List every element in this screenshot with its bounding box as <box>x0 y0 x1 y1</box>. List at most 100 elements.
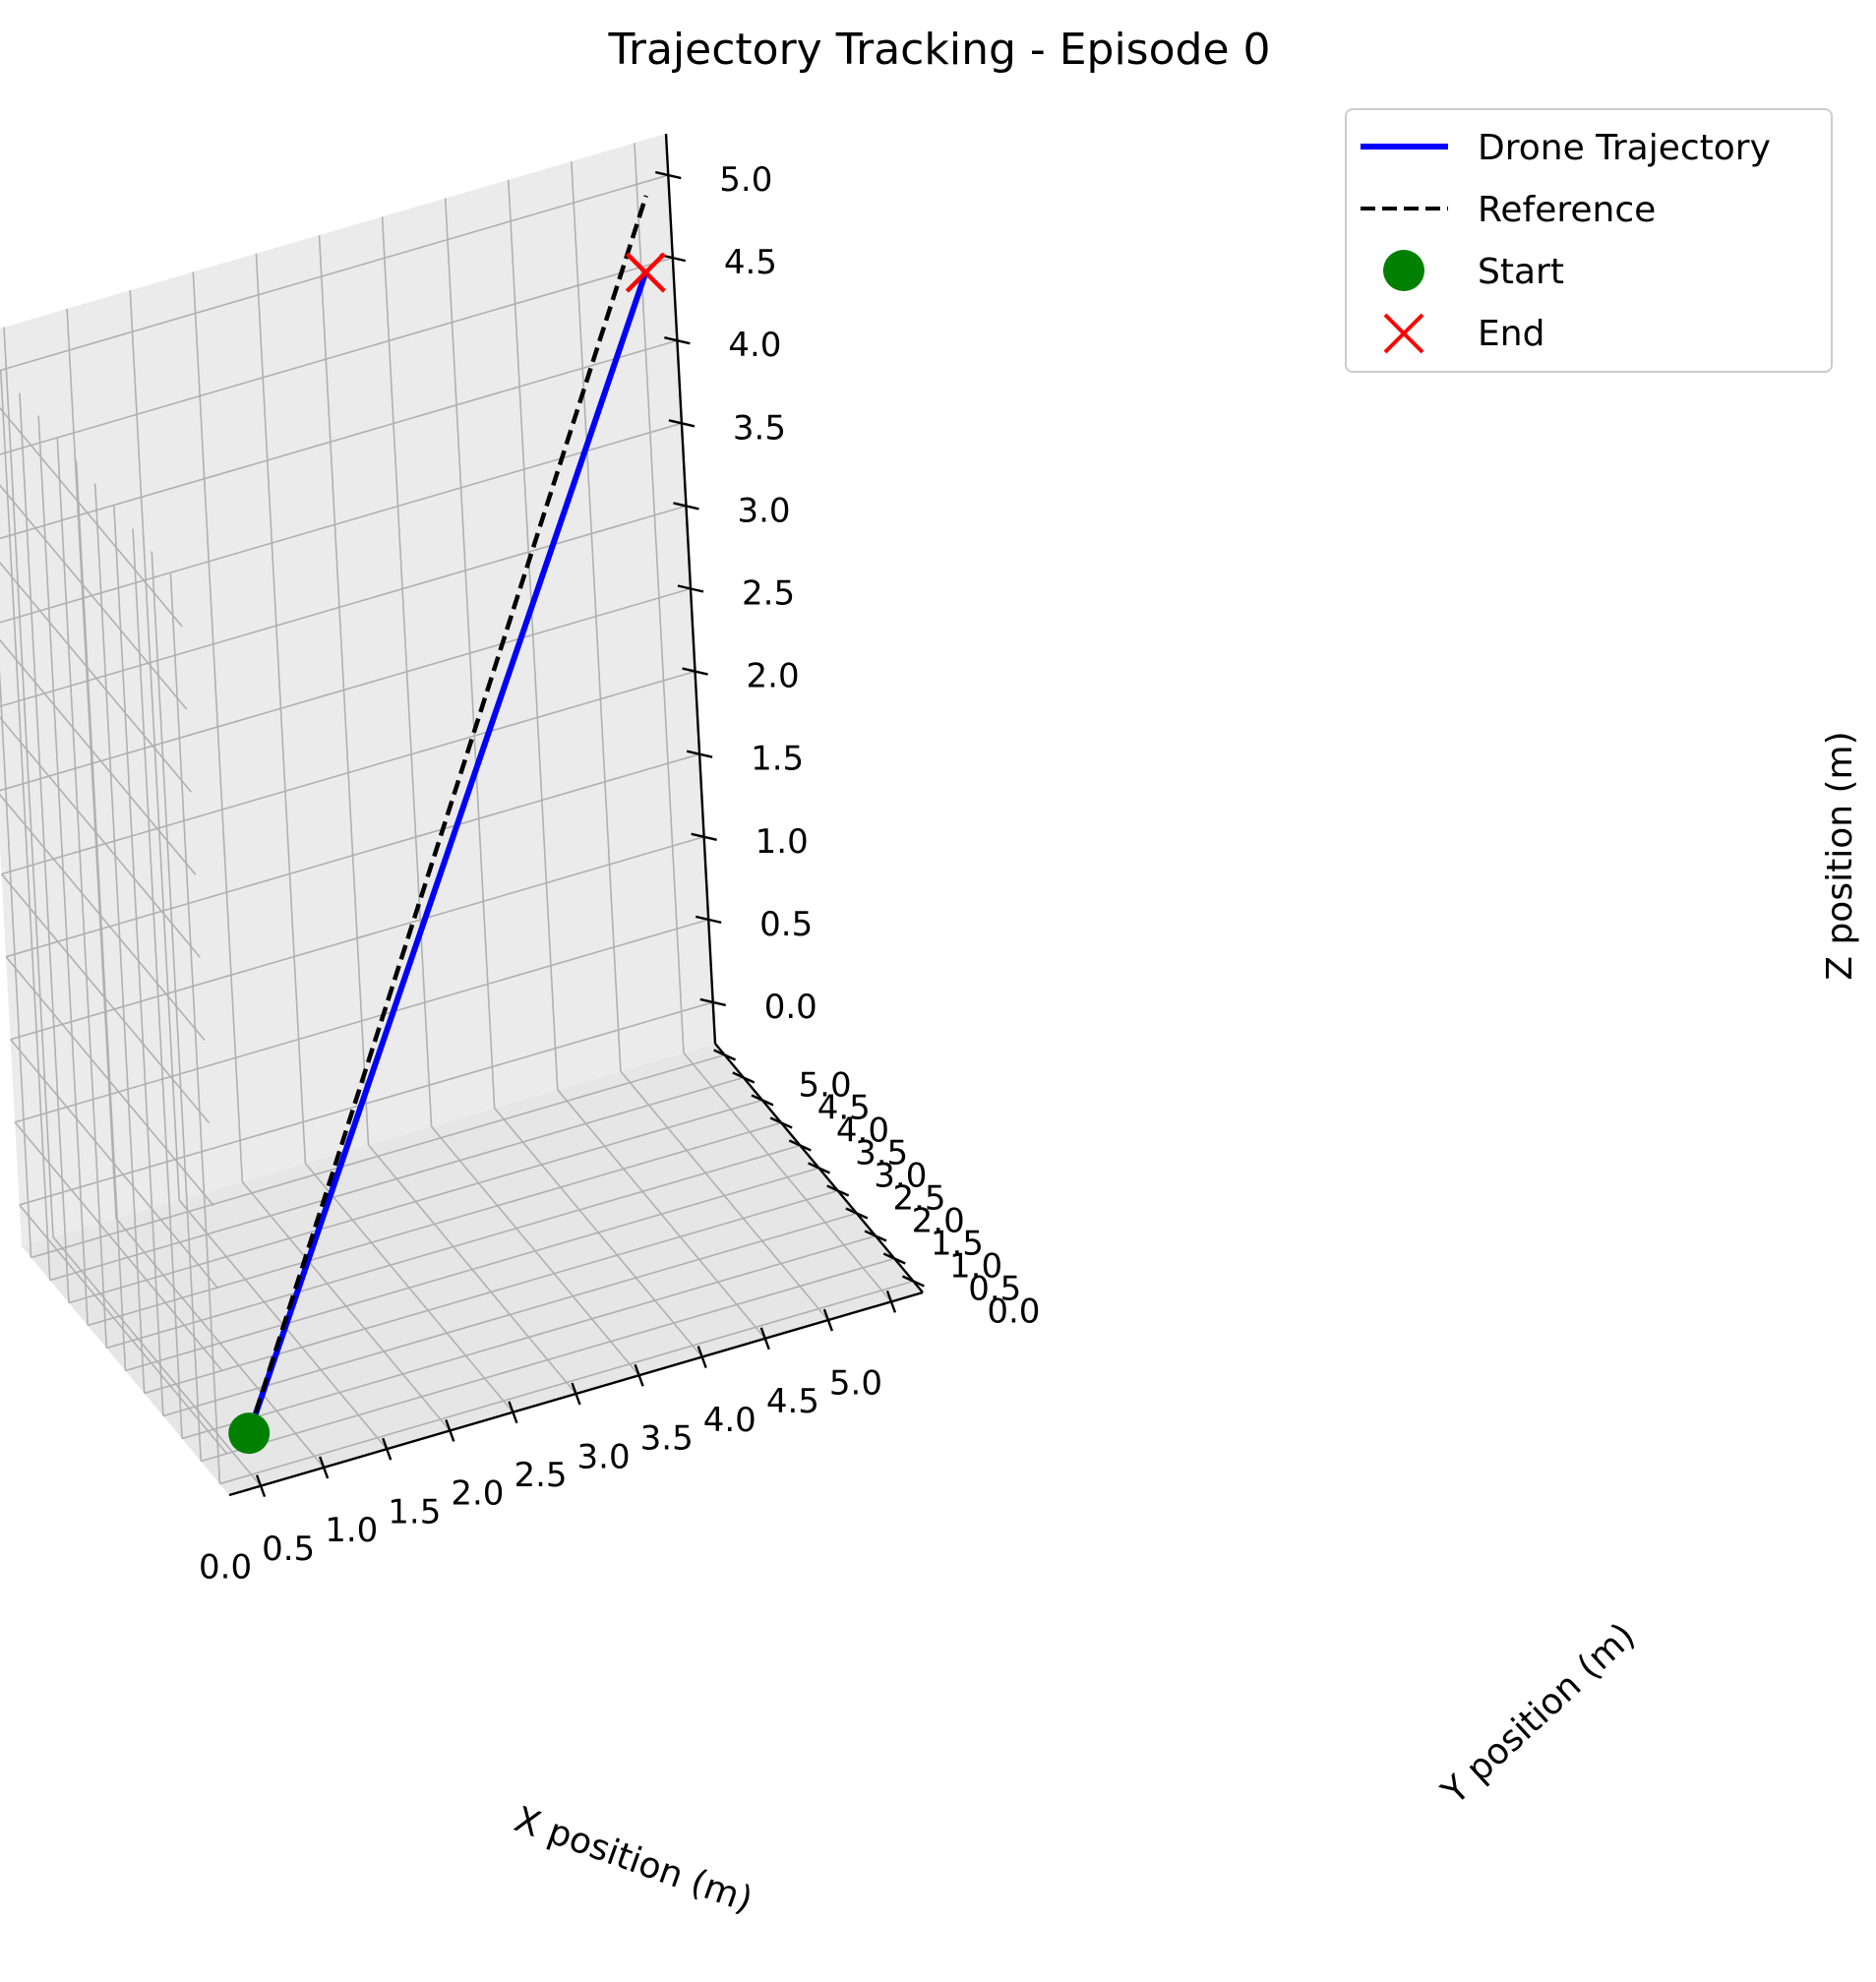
grid-leftwall-z <box>14 1121 223 1372</box>
grid-leftwall-z <box>0 873 211 1124</box>
x-tick-mark <box>255 1474 267 1498</box>
z-tick-label: 3.0 <box>737 491 790 530</box>
legend-end-label: End <box>1478 314 1544 354</box>
z-tick-mark <box>686 750 713 758</box>
z-tick-label: 1.0 <box>756 822 809 862</box>
end-marker-stroke <box>625 252 666 293</box>
x-tick-mark <box>696 1346 707 1368</box>
grid-backwall-z <box>5 752 700 958</box>
x-tick-label: 0.5 <box>262 1530 315 1569</box>
y-tick-mark <box>901 1275 925 1288</box>
z-tick-label: 2.5 <box>742 574 795 614</box>
grid-floor-y <box>87 1121 782 1327</box>
grid-leftwall-z <box>5 956 214 1207</box>
pane-xz <box>0 134 715 1246</box>
y-tick-label: 1.5 <box>931 1225 984 1264</box>
x-tick-label: 3.0 <box>577 1437 631 1476</box>
x-tick-mark <box>634 1363 644 1387</box>
x-tick-label: 2.5 <box>514 1456 567 1495</box>
y-tick-label: 3.5 <box>855 1134 908 1173</box>
x-tick-label: 4.5 <box>766 1382 819 1421</box>
grid-floor-y <box>144 1189 838 1395</box>
y-tick-label: 0.5 <box>968 1270 1021 1309</box>
end-marker <box>625 252 666 293</box>
y-tick-mark <box>845 1207 869 1220</box>
x-tick-mark <box>382 1437 393 1461</box>
grid-backwall-z <box>10 836 704 1041</box>
grid-floor-y <box>30 1053 725 1259</box>
z-tick-label: 3.5 <box>733 408 786 448</box>
z-tick-label: 5.0 <box>719 160 772 200</box>
grid-backwall-z <box>0 587 692 792</box>
tick-marks: 0.0 0.5 1.0 1.5 2.0 2.5 3.0 3.5 4.0 4.5 5.00.00.51… <box>199 160 1040 1588</box>
y-tick-label: 1.0 <box>949 1247 1002 1287</box>
y-tick-label: 4.0 <box>836 1111 889 1151</box>
y-tick-label: 5.0 <box>799 1066 852 1106</box>
x-tick-label: 3.5 <box>640 1419 694 1459</box>
legend-drone-label: Drone Trajectory <box>1478 128 1771 168</box>
grid-backwall-z <box>0 505 687 708</box>
grid-floor-y <box>181 1234 877 1440</box>
z-tick-mark <box>682 667 708 676</box>
grid-backwall-z <box>1 670 696 875</box>
z-tick-mark <box>655 170 682 180</box>
grid-floor-y <box>201 1257 895 1463</box>
z-tick-label: 4.5 <box>724 243 777 282</box>
y-tick-mark <box>713 1049 737 1061</box>
y-tick-mark <box>751 1094 774 1107</box>
legend-box <box>1345 108 1833 373</box>
y-tick-label: 3.0 <box>874 1157 927 1196</box>
grid-backwall-z <box>0 257 674 455</box>
x-tick-mark <box>508 1401 518 1424</box>
y-tick-mark <box>769 1116 793 1129</box>
x-tick-mark <box>822 1308 833 1332</box>
z-axis-title: Z position (m) <box>1820 731 1860 980</box>
z-tick-label: 2.0 <box>747 657 800 696</box>
grid-floor-y <box>68 1099 763 1304</box>
legend-start-swatch <box>1383 250 1424 291</box>
grid-lines <box>0 143 914 1487</box>
z-tick-mark <box>699 997 726 1007</box>
z-tick-mark <box>668 419 696 428</box>
y-tick-mark <box>732 1071 756 1084</box>
grid-floor-y <box>162 1212 858 1417</box>
z-tick-mark <box>664 336 691 345</box>
grid-backwall-z <box>14 919 709 1123</box>
grid-leftwall-z <box>0 484 188 710</box>
grid-leftwall-z <box>0 406 183 628</box>
legend-end-swatch <box>1383 313 1424 354</box>
grid-leftwall-z <box>19 1204 228 1455</box>
legend-start-label: Start <box>1478 252 1564 292</box>
grid-floor-y <box>219 1280 914 1485</box>
chart-title: Trajectory Tracking - Episode 0 <box>607 25 1270 75</box>
grid-floor-y <box>125 1167 819 1372</box>
grid-leftwall-z <box>0 638 197 875</box>
legend: Drone Trajectory Reference Start End <box>1345 108 1833 373</box>
y-tick-mark <box>826 1184 850 1197</box>
grid-floor-y <box>106 1144 801 1350</box>
grid-floor-y <box>49 1076 744 1282</box>
grid-backwall-z <box>0 422 683 624</box>
legend-reference-label: Reference <box>1478 190 1656 230</box>
z-tick-label: 0.0 <box>764 988 817 1027</box>
z-tick-label: 1.5 <box>751 740 804 779</box>
x-tick-mark <box>571 1382 581 1406</box>
series-1-line <box>247 195 648 1434</box>
x-tick-mark <box>319 1456 330 1479</box>
grid-leftwall-z <box>0 793 206 1042</box>
grid-backwall-z <box>0 339 678 540</box>
x-tick-mark <box>759 1327 770 1351</box>
x-tick-label: 0.0 <box>199 1548 252 1588</box>
y-tick-label: 0.0 <box>987 1292 1040 1332</box>
grid-leftwall-z <box>10 1039 219 1290</box>
start-marker <box>228 1412 271 1455</box>
x-axis-title: X position (m) <box>510 1799 757 1921</box>
series-0-line <box>246 270 649 1437</box>
y-tick-label: 4.5 <box>817 1089 871 1128</box>
x-tick-label: 4.0 <box>703 1401 756 1440</box>
z-tick-label: 4.0 <box>728 326 781 365</box>
x-tick-mark <box>445 1419 455 1442</box>
grid-leftwall-z <box>0 561 192 793</box>
y-tick-mark <box>788 1139 812 1152</box>
